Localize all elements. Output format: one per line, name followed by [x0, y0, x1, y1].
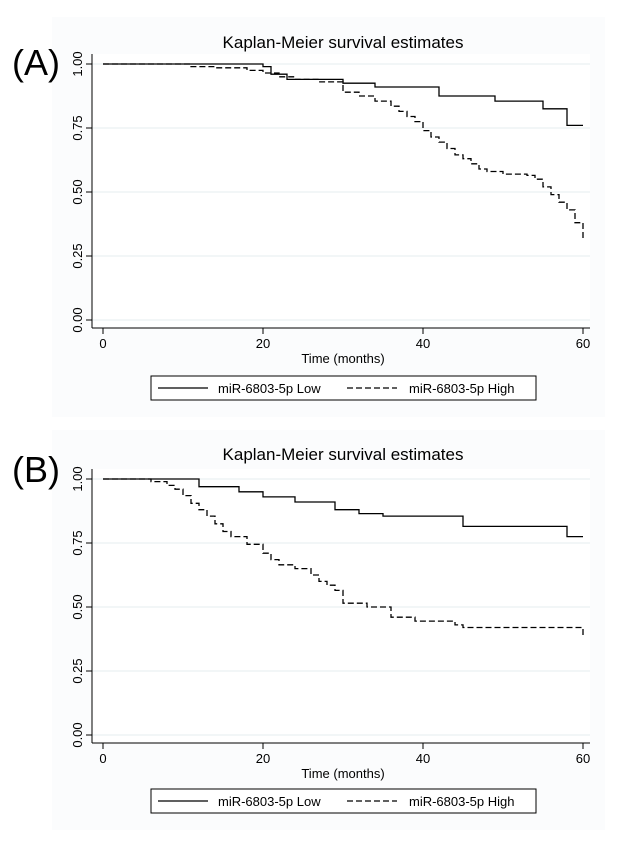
panel-a: (A) 0.00 0.25 0.50 0.75 1.00 0 20 40 60 Kaplan-Me…: [0, 0, 623, 417]
plot-area: [92, 469, 590, 743]
x-tick-label-3: 60: [576, 751, 590, 766]
plot-area: [92, 54, 590, 328]
x-tick-label-3: 60: [576, 336, 590, 351]
y-tick-label-2: 0.50: [70, 594, 85, 619]
survival-curve-low: [103, 478, 583, 538]
y-tick-label-3: 0.75: [70, 115, 85, 140]
panel-a-label: (A): [12, 42, 60, 83]
panel-a-chart: 0.00 0.25 0.50 0.75 1.00 0 20 40 60 Kaplan-Meier …: [70, 33, 590, 401]
panel-b-label: (B): [12, 449, 60, 490]
y-tick-label-1: 0.25: [70, 243, 85, 268]
survival-curve-low: [103, 63, 583, 127]
x-tick-label-1: 20: [256, 751, 270, 766]
x-tick-label-0: 0: [99, 751, 106, 766]
survival-curve-high: [103, 478, 584, 636]
x-axis-label: Time (months): [301, 766, 384, 781]
y-tick-label-3: 0.75: [70, 530, 85, 555]
legend-label-high: miR-6803-5p High: [409, 794, 515, 809]
legend-box: [150, 375, 537, 401]
y-tick-label-0: 0.00: [70, 307, 85, 332]
y-tick-label-0: 0.00: [70, 722, 85, 747]
x-tick-label-2: 40: [416, 336, 430, 351]
y-tick-label-4: 1.00: [70, 466, 85, 491]
panel-b-chart: 0.00 0.25 0.50 0.75 1.00 0 20 40 60 Kaplan-Meier …: [70, 445, 590, 814]
legend-label-low: miR-6803-5p Low: [218, 794, 321, 809]
legend-label-high: miR-6803-5p High: [409, 381, 515, 396]
chart-title: Kaplan-Meier survival estimates: [223, 445, 464, 464]
y-tick-label-2: 0.50: [70, 179, 85, 204]
x-axis-label: Time (months): [301, 351, 384, 366]
y-tick-label-1: 0.25: [70, 658, 85, 683]
x-tick-label-1: 20: [256, 336, 270, 351]
panel-b: (B) 0.00 0.25 0.50 0.75 1.00 0 20 40 60 Kaplan-Me…: [0, 415, 623, 830]
legend-label-low: miR-6803-5p Low: [218, 381, 321, 396]
legend-box: [150, 788, 537, 814]
y-tick-label-4: 1.00: [70, 51, 85, 76]
survival-curve-high: [103, 63, 584, 241]
x-tick-label-2: 40: [416, 751, 430, 766]
chart-title: Kaplan-Meier survival estimates: [223, 33, 464, 52]
x-tick-label-0: 0: [99, 336, 106, 351]
